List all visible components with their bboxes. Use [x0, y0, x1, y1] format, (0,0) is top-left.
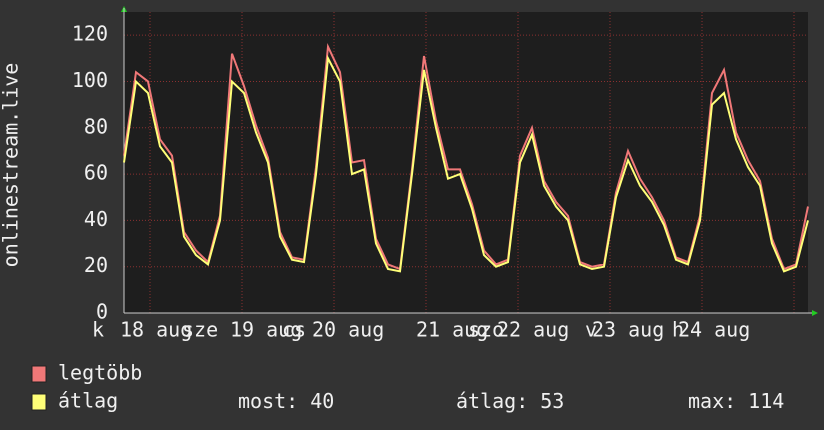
stat-label: átlag: — [456, 389, 528, 413]
x-tick-label: 19 aug — [230, 318, 302, 342]
stat-value: 114 — [748, 389, 784, 413]
x-tick-label: h — [672, 318, 684, 342]
y-axis-title: onlinestream.live — [0, 63, 23, 268]
legend-swatch — [31, 393, 47, 411]
stat: átlag: 53 — [456, 389, 564, 413]
line-series — [123, 54, 809, 273]
x-tick-label: 18 aug — [120, 318, 192, 342]
x-tick-label: 22 aug — [497, 318, 569, 342]
y-tick-label: 100 — [72, 68, 108, 92]
x-tick-label: k — [92, 318, 104, 342]
y-tick-label: 60 — [84, 161, 108, 185]
legend-swatch — [31, 365, 47, 383]
stat-value: 40 — [310, 389, 334, 413]
y-tick-label: 80 — [84, 114, 108, 138]
stat-value: 53 — [540, 389, 564, 413]
y-tick-label: 0 — [96, 300, 108, 324]
stat-label: max: — [688, 389, 736, 413]
x-tick-label: cs — [282, 318, 306, 342]
x-tick-label: 24 aug — [678, 318, 750, 342]
y-tick-label: 40 — [84, 207, 108, 231]
legend-label: legtöbb — [58, 361, 142, 385]
axis-arrow — [812, 310, 818, 316]
stat-label: most: — [238, 389, 298, 413]
x-tick-label: 23 aug — [592, 318, 664, 342]
y-tick-label: 20 — [84, 253, 108, 277]
x-tick-label: 20 aug — [312, 318, 384, 342]
stat: most: 40 — [238, 389, 334, 413]
x-tick-label: szo — [468, 318, 504, 342]
x-tick-label: 21 aug — [416, 318, 488, 342]
x-tick-label: v — [585, 318, 597, 342]
plot-area — [124, 12, 808, 313]
legend-label: átlag — [58, 389, 118, 413]
y-tick-label: 120 — [72, 22, 108, 46]
x-tick-label: sze — [182, 318, 218, 342]
stat: max: 114 — [688, 389, 784, 413]
